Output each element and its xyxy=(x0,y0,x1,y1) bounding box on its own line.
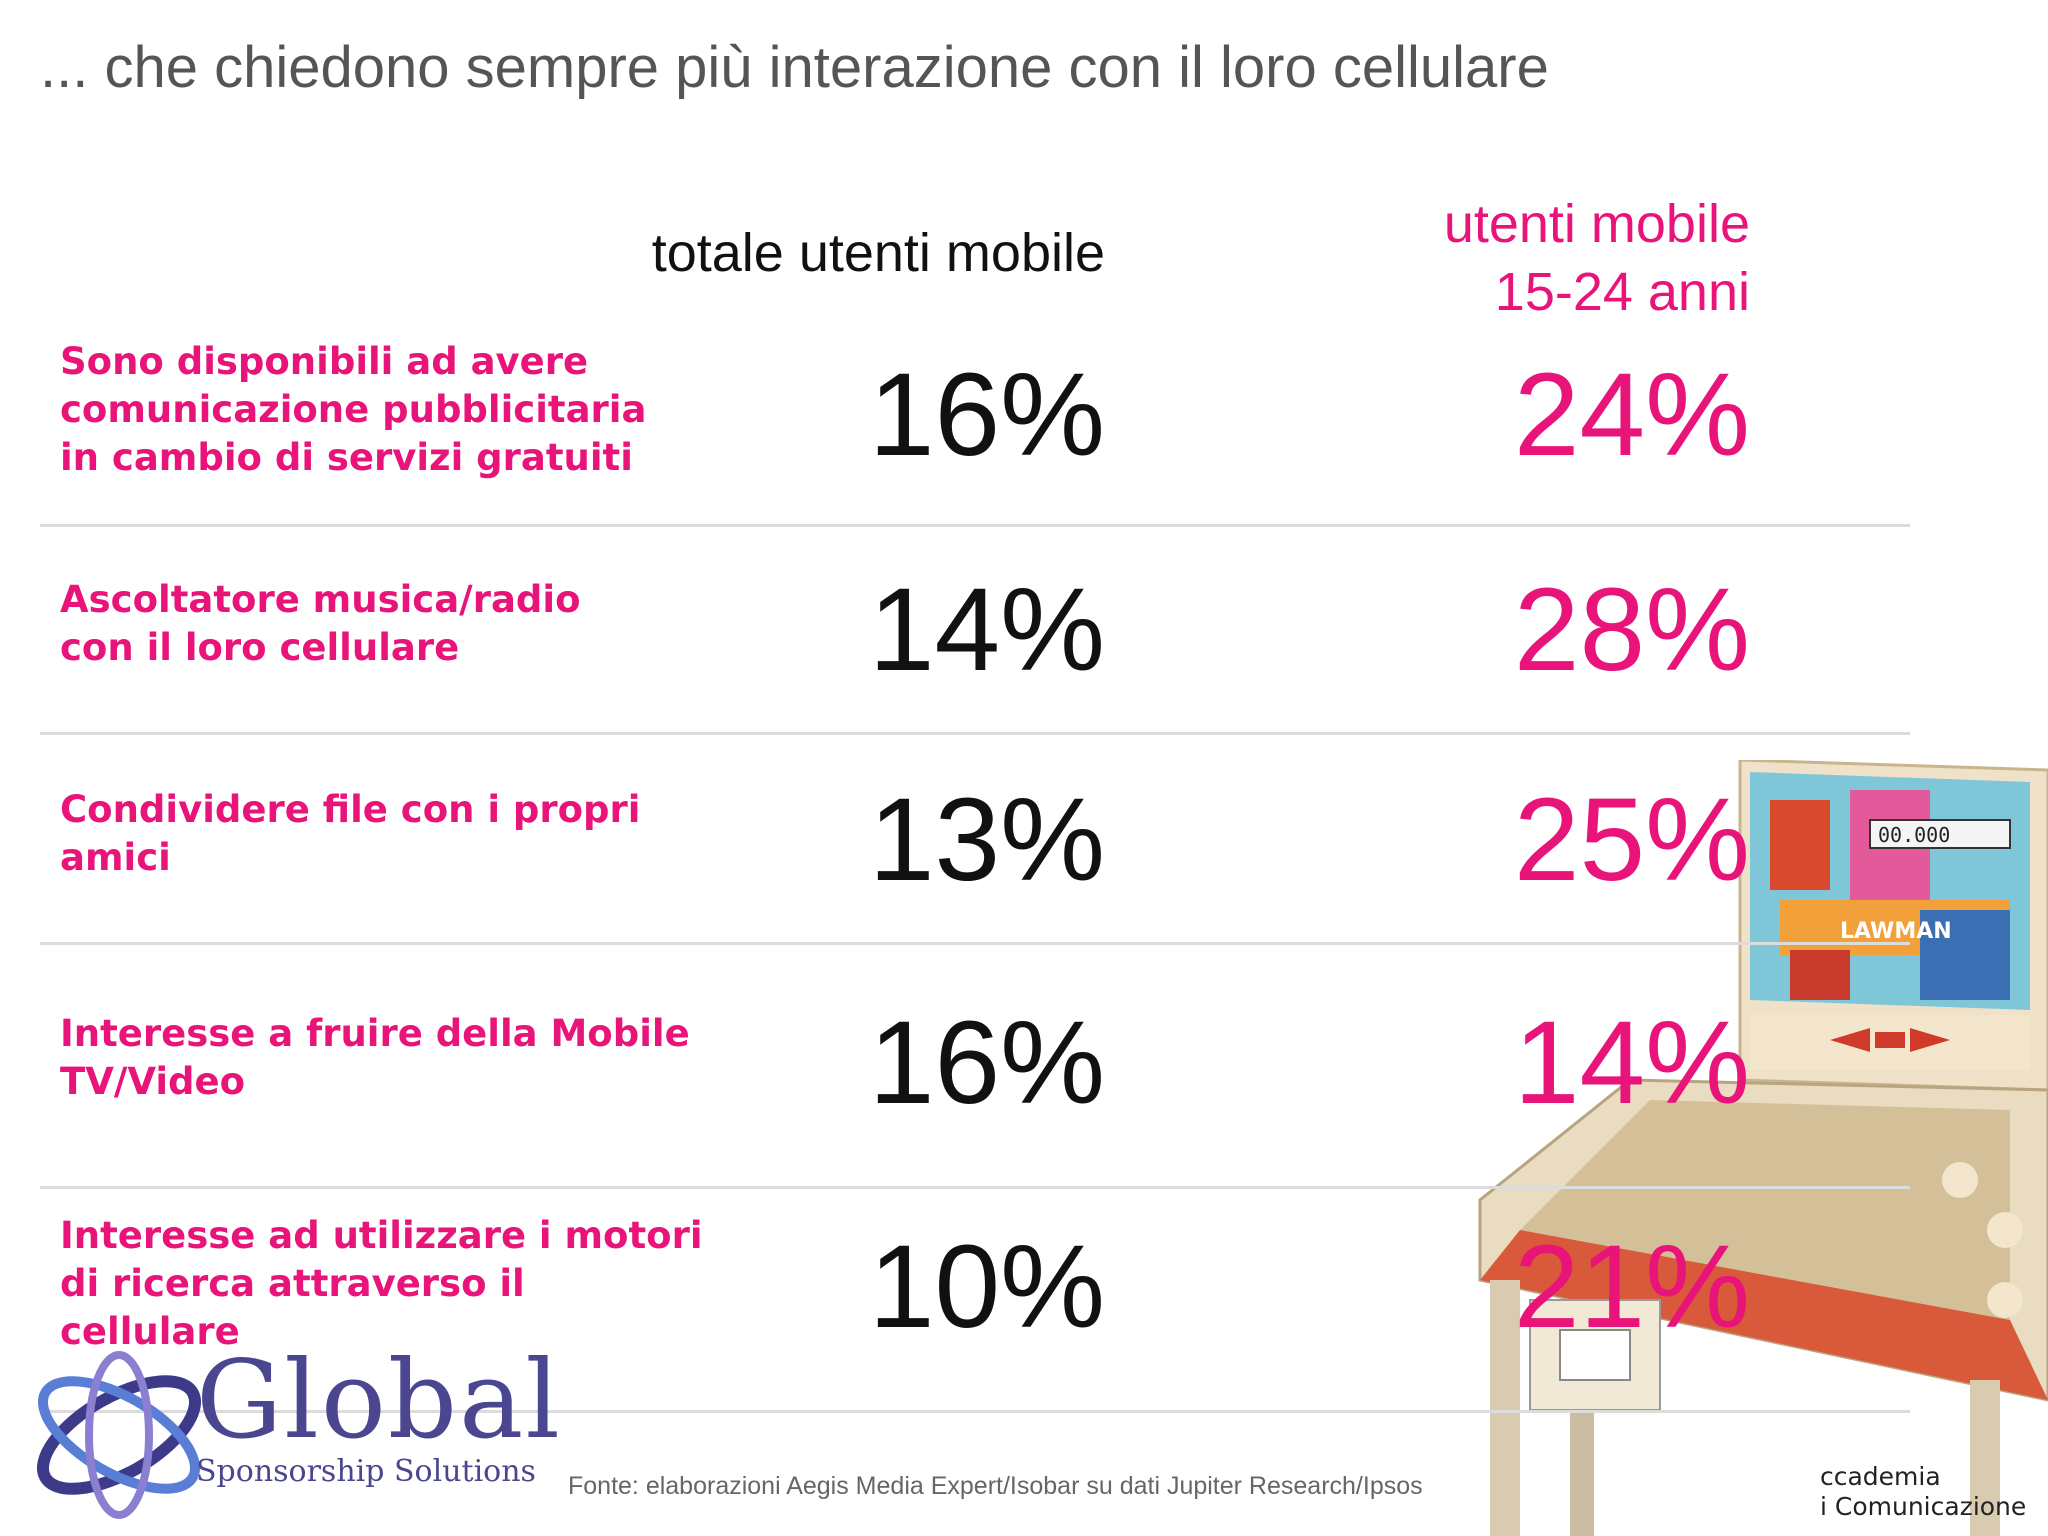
value-young-3: 25% xyxy=(1513,774,1750,906)
pinball-score: 00.000 xyxy=(1878,823,1950,847)
value-total-3: 13% xyxy=(868,774,1105,906)
source-note: Fonte: elaborazioni Aegis Media Expert/I… xyxy=(568,1472,1423,1500)
row-label-3-line1: Condividere file con i propri xyxy=(60,788,641,831)
row-label-5: Interesse ad utilizzare i motori di rice… xyxy=(60,1212,703,1356)
row-divider xyxy=(40,1186,1910,1189)
row-label-2-line1: Ascoltatore musica/radio xyxy=(60,578,581,621)
row-divider xyxy=(40,524,1910,527)
value-young-5: 21% xyxy=(1513,1221,1750,1353)
row-label-5-line2: di ricerca attraverso il xyxy=(60,1262,525,1305)
global-logo-tagline: Sponsorship Solutions xyxy=(196,1454,536,1489)
row-label-4-line1: Interesse a fruire della Mobile xyxy=(60,1012,690,1055)
column-header-young-line1: utenti mobile xyxy=(1443,194,1750,254)
row-label-4: Interesse a fruire della Mobile TV/Video xyxy=(60,1010,690,1106)
pinball-name: LAWMAN xyxy=(1840,919,1952,944)
slide-title: ... che chiedono sempre più interazione … xyxy=(40,35,1549,100)
pinball-machine-image: 00.000 LAWMAN xyxy=(1478,760,2048,1536)
value-total-2: 14% xyxy=(868,564,1105,696)
row-label-5-line1: Interesse ad utilizzare i motori xyxy=(60,1214,703,1257)
row-label-1: Sono disponibili ad avere comunicazione … xyxy=(60,338,660,482)
row-divider xyxy=(40,1410,1910,1413)
value-young-1: 24% xyxy=(1513,349,1750,481)
column-header-total: totale utenti mobile xyxy=(651,223,1105,283)
row-divider xyxy=(40,732,1910,735)
column-header-young-line2: 15-24 anni xyxy=(1494,262,1750,322)
global-logo-word: Global xyxy=(196,1338,562,1463)
row-label-5-line3: cellulare xyxy=(60,1310,240,1353)
row-label-2-line2: con il loro cellulare xyxy=(60,626,460,669)
accademia-line1: ccademia xyxy=(1820,1462,1941,1491)
accademia-line2: i Comunicazione xyxy=(1820,1492,2027,1521)
column-header-young: utenti mobile 15-24 anni xyxy=(1300,190,1750,326)
row-label-1-line2: comunicazione pubblicitaria xyxy=(60,388,647,431)
row-label-1-line1: Sono disponibili ad avere xyxy=(60,340,589,383)
value-total-4: 16% xyxy=(868,997,1105,1129)
row-divider xyxy=(40,942,1910,945)
value-total-5: 10% xyxy=(868,1221,1105,1353)
row-label-3-line2: amici xyxy=(60,836,171,879)
value-young-2: 28% xyxy=(1513,564,1750,696)
row-label-4-line2: TV/Video xyxy=(60,1060,246,1103)
value-total-1: 16% xyxy=(868,349,1105,481)
global-logo-swirl-icon xyxy=(36,1351,202,1519)
accademia-logo-text: ccademia i Comunicazione xyxy=(1820,1462,2027,1522)
value-young-4: 14% xyxy=(1513,997,1750,1129)
row-label-2: Ascoltatore musica/radio con il loro cel… xyxy=(60,576,660,672)
row-label-1-line3: in cambio di servizi gratuiti xyxy=(60,436,633,479)
row-label-3: Condividere file con i propri amici xyxy=(60,786,660,882)
